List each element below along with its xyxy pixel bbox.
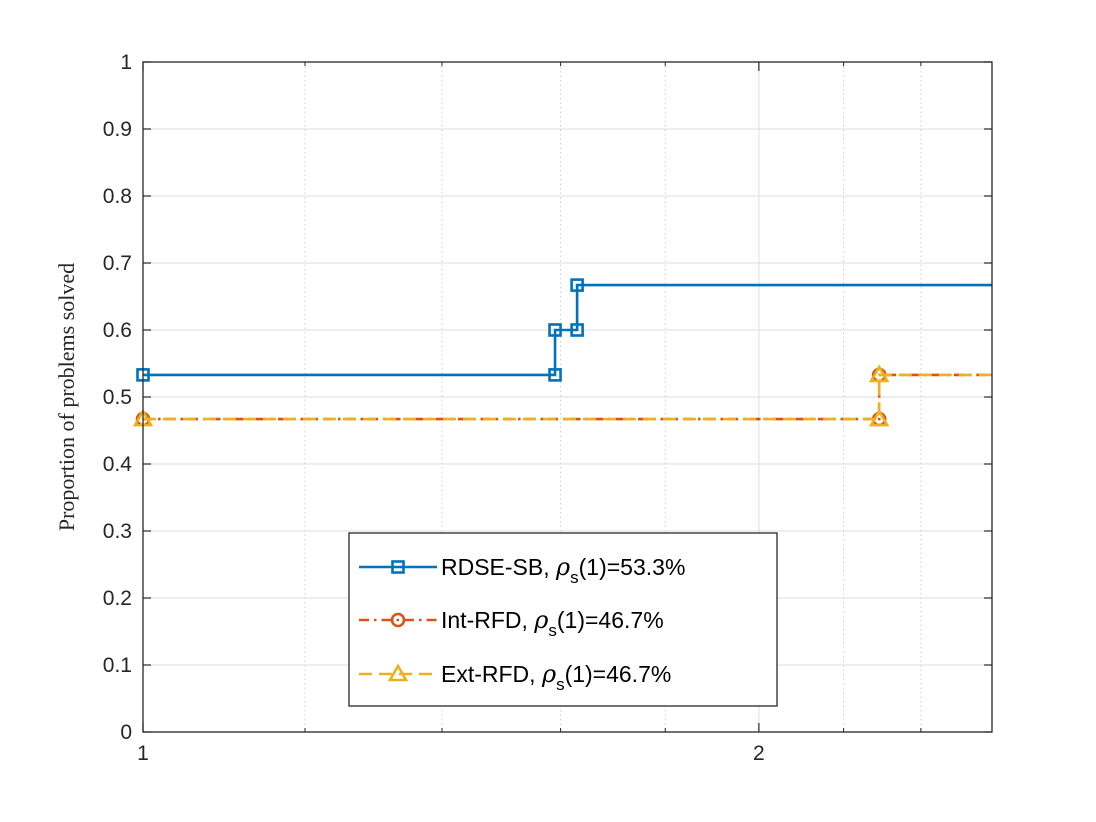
legend-series-value: (1)=46.7%	[557, 607, 664, 633]
series-line-ext-rfd	[143, 373, 992, 421]
legend: RDSE-SB, ρs(1)=53.3%Int-RFD, ρs(1)=46.7%…	[348, 532, 778, 707]
legend-marker-ext-rfd	[387, 663, 409, 682]
legend-series-name: Ext-RFD,	[441, 661, 542, 687]
legend-rho-subscript: s	[556, 675, 565, 694]
legend-rho-symbol: ρ	[541, 660, 556, 688]
legend-entry-int-rfd: Int-RFD, ρs(1)=46.7%	[359, 606, 664, 640]
legend-rho-symbol: ρ	[555, 553, 570, 581]
legend-rho-subscript: s	[570, 568, 579, 587]
y-tick-label: 0.6	[103, 319, 132, 342]
legend-entries: RDSE-SB, ρs(1)=53.3%Int-RFD, ρs(1)=46.7%…	[359, 553, 685, 694]
y-tick-label: 0.8	[103, 185, 132, 208]
ticks	[142, 61, 992, 733]
y-axis-label: Proportion of problems solved	[54, 263, 79, 531]
data-point-ext-rfd	[868, 364, 890, 383]
legend-entry-ext-rfd: Ext-RFD, ρs(1)=46.7%	[359, 660, 671, 694]
y-tick-label: 0.2	[103, 587, 132, 610]
y-tick-label: 0	[120, 721, 132, 744]
data-point-rdse-sb	[548, 323, 562, 337]
legend-series-name: RDSE-SB,	[441, 554, 556, 580]
y-tick-label: 0.7	[103, 252, 132, 275]
y-tick-label: 0.5	[103, 386, 132, 409]
legend-series-name: Int-RFD,	[441, 607, 534, 633]
legend-marker-rdse-sb	[391, 560, 405, 574]
data-point-rdse-sb	[548, 368, 562, 382]
legend-rho-symbol: ρ	[533, 606, 548, 634]
legend-series-value: (1)=46.7%	[565, 661, 672, 687]
legend-label-ext-rfd: Ext-RFD, ρs(1)=46.7%	[441, 660, 671, 694]
x-tick-label: 2	[753, 742, 765, 765]
data-point-ext-rfd	[868, 408, 890, 427]
legend-entry-rdse-sb: RDSE-SB, ρs(1)=53.3%	[359, 553, 685, 587]
legend-rho-subscript: s	[548, 621, 557, 640]
legend-series-value: (1)=53.3%	[579, 554, 686, 580]
legend-label-int-rfd: Int-RFD, ρs(1)=46.7%	[441, 606, 664, 640]
data-point-rdse-sb	[570, 323, 584, 337]
series-line-rdse-sb	[143, 283, 992, 377]
tick-labels: 0 0.1 0.2 0.3 0.4 0.5 0.6 0.7 0.8 0.9 1 1 2	[103, 51, 765, 765]
y-tick-label: 0.4	[103, 453, 133, 476]
legend-marker-int-rfd	[390, 612, 406, 628]
y-tick-label: 1	[120, 51, 132, 74]
y-tick-label: 0.9	[103, 118, 132, 141]
y-tick-label: 0.1	[103, 654, 132, 677]
legend-label-rdse-sb: RDSE-SB, ρs(1)=53.3%	[441, 553, 685, 587]
data-point-rdse-sb	[570, 278, 584, 292]
y-tick-label: 0.3	[103, 520, 132, 543]
x-tick-label: 1	[137, 742, 149, 765]
